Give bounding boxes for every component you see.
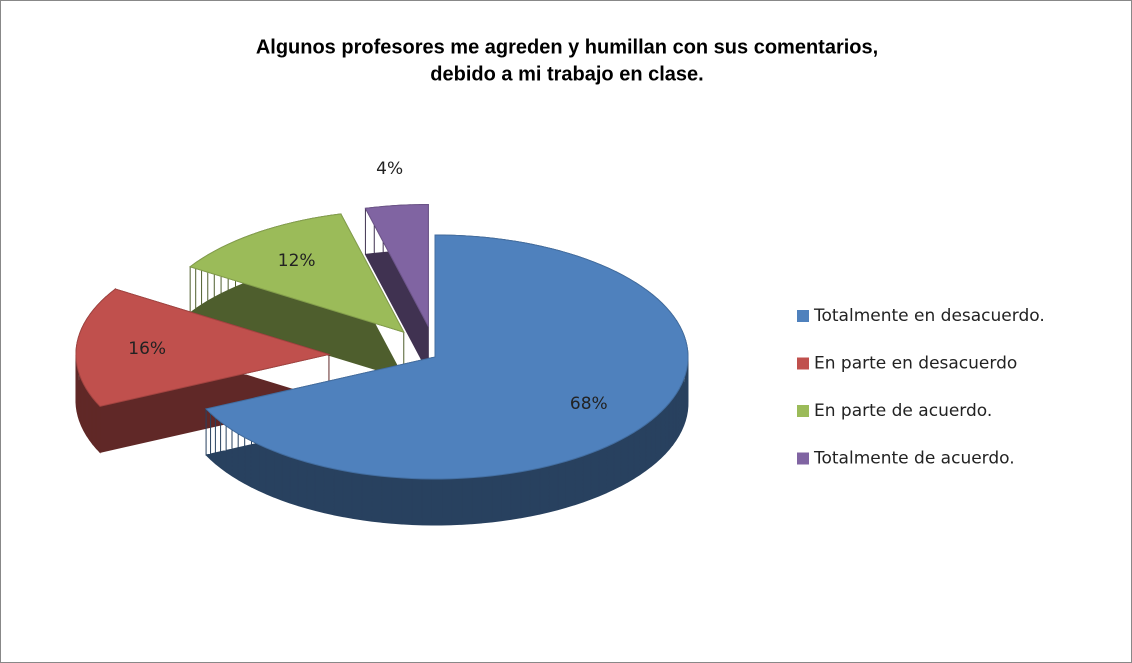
data-label: 68% xyxy=(570,394,608,414)
legend-label: En parte de acuerdo. xyxy=(814,401,992,421)
legend-label: Totalmente de acuerdo. xyxy=(813,449,1015,469)
chart-title: Algunos profesores me agreden y humillan… xyxy=(256,36,878,58)
legend-swatch xyxy=(797,357,809,370)
legend-label: Totalmente en desacuerdo. xyxy=(813,306,1045,326)
slice xyxy=(364,203,429,327)
chart-title: debido a mi trabajo en clase. xyxy=(430,63,703,85)
slice xyxy=(75,288,331,407)
slice xyxy=(205,234,689,480)
data-label: 16% xyxy=(128,339,166,359)
slice xyxy=(189,213,405,333)
legend-swatch xyxy=(797,405,809,417)
legend-swatch xyxy=(797,452,809,465)
data-label: 4% xyxy=(376,159,403,179)
data-label: 12% xyxy=(278,251,316,271)
legend-swatch xyxy=(797,310,809,322)
legend-label: En parte en desacuerdo xyxy=(814,354,1017,374)
